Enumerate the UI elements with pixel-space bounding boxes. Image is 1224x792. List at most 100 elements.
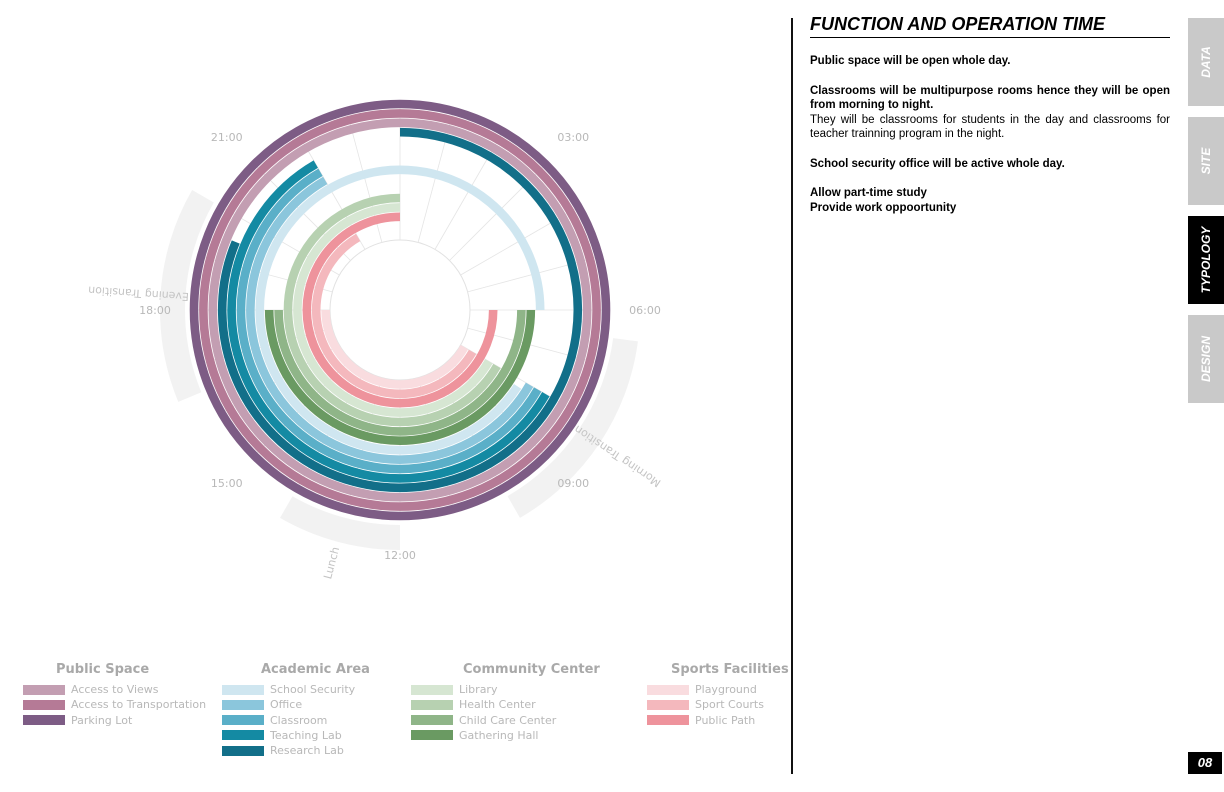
legend-label: Sport Courts <box>695 698 764 712</box>
period-band-evening-transition <box>160 190 214 402</box>
time-label: 06:00 <box>629 304 661 317</box>
legend-label: Teaching Lab <box>270 728 342 742</box>
ring-parking-lot <box>189 99 611 521</box>
legend-swatch <box>222 699 264 710</box>
legend-item: Health Center <box>411 697 600 712</box>
legend-label: Research Lab <box>270 744 344 758</box>
ring-office <box>246 176 534 464</box>
legend-item: Access to Views <box>23 682 206 697</box>
legend-title: Sports Facilities <box>671 662 789 677</box>
security-note: School security office will be active wh… <box>810 157 1065 170</box>
legend-swatch <box>222 715 264 726</box>
legend-label: Gathering Hall <box>459 728 539 742</box>
legend-swatch <box>647 715 689 726</box>
legend-public-space: Public Space Access to Views Access to T… <box>23 662 206 728</box>
period-band-morning-transition <box>507 338 638 518</box>
panel-title: FUNCTION AND OPERATION TIME <box>810 14 1170 38</box>
legend-item: Child Care Center <box>411 713 600 728</box>
legend-item: Teaching Lab <box>222 728 370 743</box>
legend-swatch <box>411 730 453 741</box>
function-panel: FUNCTION AND OPERATION TIME Public space… <box>810 14 1170 215</box>
legend-swatch <box>23 684 65 695</box>
time-label: 09:00 <box>557 477 589 490</box>
classroom-note: Classrooms will be multipurpose rooms he… <box>810 84 1170 142</box>
legend-title: Academic Area <box>261 662 370 677</box>
time-label: 15:00 <box>211 477 243 490</box>
legend-sports-facilities: Sports Facilities Playground Sport Court… <box>647 662 789 728</box>
legend-swatch <box>411 684 453 695</box>
ring-school-security <box>255 165 545 455</box>
period-label: Lunch <box>321 545 342 580</box>
ring-research-lab <box>217 127 583 493</box>
legend-item: Office <box>222 697 370 712</box>
legend-item: Sport Courts <box>647 697 789 712</box>
operation-time-radial-diagram: 03:0006:0009:0012:0015:0018:0021:00Morni… <box>88 99 663 581</box>
period-band-lunch <box>280 496 400 550</box>
inner-grid-circle <box>329 239 471 381</box>
tab-label: SITE <box>1199 147 1213 175</box>
legend-swatch <box>222 730 264 741</box>
legend-item: Gathering Hall <box>411 728 600 743</box>
ring-playground <box>321 309 469 389</box>
legend-label: Office <box>270 698 303 712</box>
ring-health-center <box>283 193 501 427</box>
legend-swatch <box>647 699 689 710</box>
study-work-note: Allow part-time study Provide work oppoo… <box>810 186 1170 215</box>
legend-item: Classroom <box>222 713 370 728</box>
ring-teaching-lab <box>227 160 550 483</box>
tab-design[interactable]: DESIGN <box>1188 315 1224 403</box>
tab-label: TYPOLOGY <box>1199 226 1213 294</box>
legend-swatch <box>23 715 65 726</box>
legend-academic-area: Academic Area School Security Office Cla… <box>222 662 370 758</box>
legend-label: Library <box>459 683 498 696</box>
legend-community-center: Community Center Library Health Center C… <box>411 662 600 743</box>
legend-label: Public Path <box>695 713 756 727</box>
part-time-study-line: Allow part-time study <box>810 187 927 199</box>
legend-title: Public Space <box>56 662 150 677</box>
legend-label: Child Care Center <box>459 713 557 727</box>
ring-access-to-transportation <box>199 109 601 511</box>
legend-item: Playground <box>647 682 789 697</box>
legend-label: Health Center <box>459 698 536 712</box>
legend-item: Parking Lot <box>23 713 206 728</box>
legend-swatch <box>23 699 65 710</box>
legend-label: Playground <box>695 683 757 696</box>
tab-data[interactable]: DATA <box>1188 18 1224 106</box>
legend-item: School Security <box>222 682 370 697</box>
time-label: 21:00 <box>211 131 243 144</box>
ring-classroom <box>236 168 542 474</box>
ring-library <box>293 203 493 417</box>
classroom-note-bold: Classrooms will be multipurpose rooms he… <box>810 84 1170 112</box>
legend-label: Classroom <box>270 713 328 727</box>
tab-typology[interactable]: TYPOLOGY <box>1188 216 1224 304</box>
legend-label: Access to Views <box>71 683 159 696</box>
time-label: 03:00 <box>557 131 589 144</box>
ring-public-path <box>302 212 498 408</box>
classroom-note-detail: They will be classrooms for students in … <box>810 113 1170 141</box>
legend-item: Library <box>411 682 600 697</box>
time-label: 12:00 <box>384 549 416 562</box>
tab-label: DATA <box>1199 46 1213 78</box>
legend-swatch <box>222 684 264 695</box>
vertical-divider <box>791 18 793 774</box>
legend-label: Access to Transportation <box>71 698 207 712</box>
legend-label: School Security <box>270 683 356 696</box>
public-space-note: Public space will be open whole day. <box>810 55 1011 67</box>
ring-access-to-views <box>208 118 592 502</box>
legend-swatch <box>411 699 453 710</box>
legend-label: Parking Lot <box>71 713 133 727</box>
legend-swatch <box>222 745 264 756</box>
legend-item: Research Lab <box>222 743 370 758</box>
legend-swatch <box>647 684 689 695</box>
ring-child-care-center <box>274 309 526 436</box>
ring-sport-courts <box>311 233 477 399</box>
ring-gathering-hall <box>264 309 536 446</box>
legend-item: Access to Transportation <box>23 697 206 712</box>
legend-item: Public Path <box>647 713 789 728</box>
time-label: 18:00 <box>139 304 171 317</box>
legend-title: Community Center <box>463 662 600 677</box>
tab-site[interactable]: SITE <box>1188 117 1224 205</box>
work-opportunity-line: Provide work oppoortunity <box>810 201 957 214</box>
tab-label: DESIGN <box>1199 335 1213 383</box>
page-number: 08 <box>1188 752 1222 774</box>
